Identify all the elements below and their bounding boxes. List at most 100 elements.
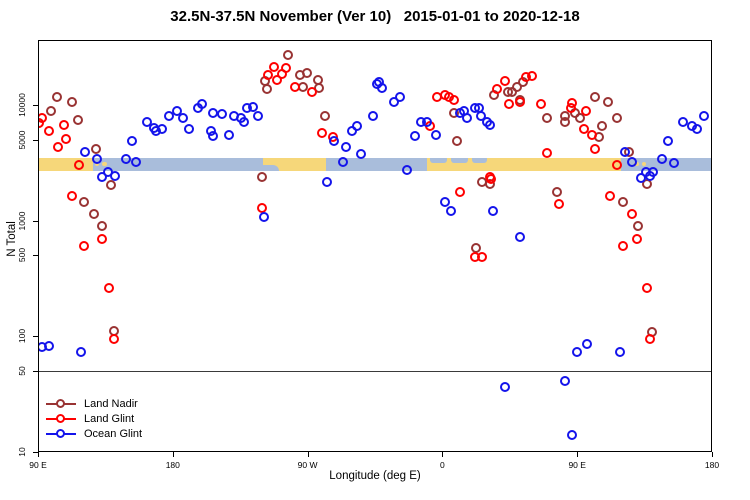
data-point-land-nadir <box>78 197 89 208</box>
data-point-ocean-glint <box>248 101 259 112</box>
legend-marker-land-glint <box>46 411 76 426</box>
data-point-land-nadir <box>612 112 623 123</box>
data-point-land-glint <box>618 240 629 251</box>
data-point-ocean-glint <box>394 92 405 103</box>
data-point-land-nadir <box>45 106 56 117</box>
data-point-land-glint <box>290 81 301 92</box>
chart-title: 32.5N-37.5N November (Ver 10) 2015-01-01… <box>170 8 580 25</box>
data-point-ocean-glint <box>462 112 473 123</box>
data-point-ocean-glint <box>615 346 626 357</box>
data-point-land-glint <box>579 124 590 135</box>
y-tick-label: 100 <box>17 329 27 344</box>
data-point-land-nadir <box>574 112 585 123</box>
data-point-ocean-glint <box>368 111 378 122</box>
data-point-ocean-glint <box>338 156 349 167</box>
y-tick-mark <box>33 452 38 453</box>
data-point-ocean-glint <box>321 177 332 188</box>
x-tick-label: 180 <box>704 460 720 470</box>
y-tick-mark <box>33 255 38 257</box>
y-tick-mark <box>33 139 38 141</box>
data-point-ocean-glint <box>110 171 121 182</box>
data-point-land-nadir <box>90 144 101 155</box>
world-map-band <box>38 157 712 171</box>
circle-marker-icon <box>56 429 65 438</box>
data-point-ocean-glint <box>445 206 456 216</box>
y-tick-mark <box>33 371 38 373</box>
data-point-land-glint <box>541 148 552 159</box>
data-point-land-nadir <box>559 117 570 128</box>
data-point-land-glint <box>96 233 107 244</box>
data-point-ocean-glint <box>484 119 495 130</box>
data-point-land-glint <box>589 144 600 155</box>
data-point-land-nadir <box>597 121 608 132</box>
data-point-land-glint <box>499 75 510 86</box>
data-point-land-nadir <box>89 209 100 220</box>
data-point-land-glint <box>486 174 497 185</box>
x-tick-mark <box>38 452 39 457</box>
data-point-ocean-glint <box>571 346 582 357</box>
data-point-land-nadir <box>320 110 331 121</box>
data-point-ocean-glint <box>239 117 250 128</box>
plot-origin: 90 E 180 90 W 0 90 E 180 10 50 100 500 1000 5000 10… <box>17 40 719 470</box>
data-point-land-nadir <box>618 197 629 208</box>
circle-marker-icon <box>56 399 65 408</box>
data-point-ocean-glint <box>164 111 175 122</box>
data-point-land-glint <box>317 127 328 138</box>
data-point-ocean-glint <box>657 153 668 164</box>
data-point-land-glint <box>74 159 85 170</box>
data-point-land-glint <box>580 106 591 117</box>
map-island <box>641 161 647 166</box>
x-tick-mark <box>442 452 444 457</box>
data-point-land-glint <box>631 233 642 244</box>
x-tick-label: 90 E <box>29 460 47 470</box>
data-point-ocean-glint <box>475 111 486 122</box>
legend-label: Ocean Glint <box>84 427 143 440</box>
data-point-land-nadir <box>96 221 107 231</box>
data-point-land-glint <box>269 61 280 72</box>
data-point-ocean-glint <box>402 165 413 176</box>
data-point-ocean-glint <box>177 112 188 123</box>
legend-marker-ocean-glint <box>46 426 76 441</box>
data-point-ocean-glint <box>699 111 709 122</box>
data-point-land-glint <box>78 240 89 251</box>
data-point-ocean-glint <box>216 109 227 120</box>
data-point-ocean-glint <box>356 149 367 160</box>
data-point-ocean-glint <box>329 136 340 147</box>
data-point-land-glint <box>263 69 274 80</box>
map-island <box>102 161 107 166</box>
legend: Land Nadir Land Glint Ocean Glint <box>46 396 142 441</box>
data-point-ocean-glint <box>499 382 510 393</box>
data-point-land-glint <box>553 199 564 210</box>
data-point-ocean-glint <box>627 156 638 167</box>
data-point-ocean-glint <box>252 111 263 122</box>
data-point-land-nadir <box>471 242 482 253</box>
data-point-land-glint <box>567 97 578 108</box>
legend-item-ocean-glint: Ocean Glint <box>46 426 142 441</box>
data-point-land-glint <box>504 99 515 110</box>
data-point-ocean-glint <box>44 340 55 351</box>
data-point-land-glint <box>492 83 503 94</box>
data-point-land-glint <box>627 209 638 220</box>
data-point-land-glint <box>477 252 488 263</box>
data-point-land-nadir <box>541 112 552 123</box>
data-point-ocean-glint <box>373 76 384 87</box>
y-tick-mark <box>33 220 38 222</box>
data-point-ocean-glint <box>663 136 674 147</box>
data-point-ocean-glint <box>92 153 103 164</box>
data-point-land-glint <box>38 118 44 129</box>
legend-label: Land Nadir <box>84 397 138 410</box>
y-tick-label: 10 <box>17 447 27 457</box>
x-tick-mark <box>172 452 174 457</box>
data-point-land-glint <box>60 134 71 145</box>
data-point-ocean-glint <box>341 141 352 152</box>
data-point-ocean-glint <box>351 121 362 132</box>
data-point-ocean-glint <box>131 156 142 167</box>
data-point-land-glint <box>514 96 525 107</box>
data-point-land-glint <box>272 74 283 85</box>
data-point-ocean-glint <box>430 129 441 140</box>
y-tick-label: 5000 <box>17 130 27 150</box>
data-point-land-nadir <box>257 172 268 183</box>
data-point-land-glint <box>526 70 537 81</box>
map-island <box>94 161 100 166</box>
data-point-ocean-glint <box>409 131 420 142</box>
